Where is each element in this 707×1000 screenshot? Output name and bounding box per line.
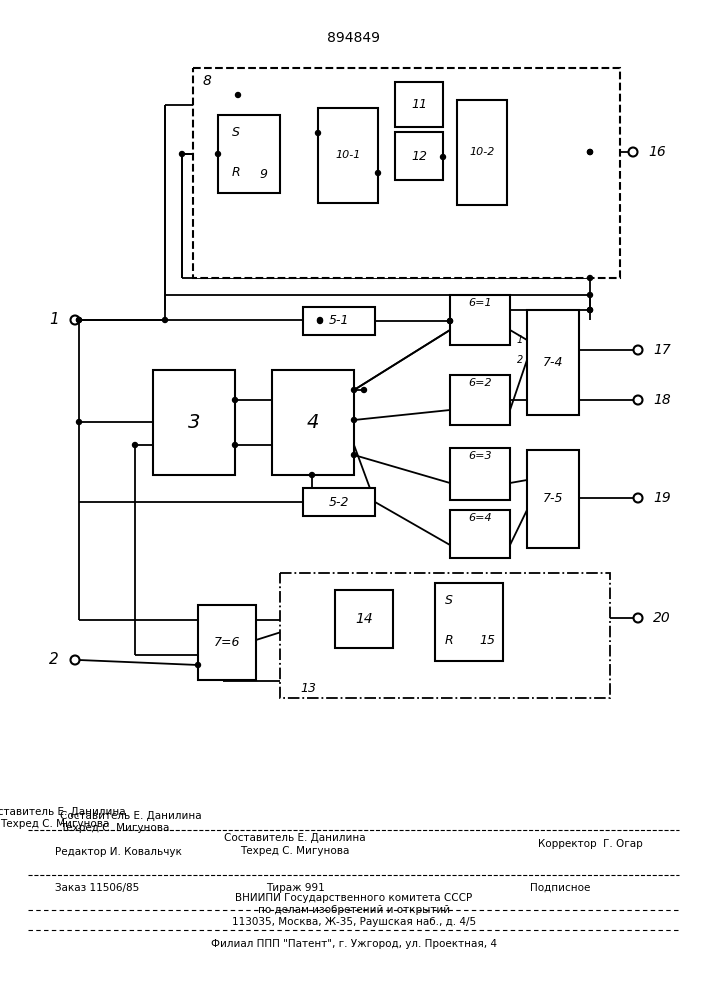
- Text: Филиал ППП "Патент", г. Ужгород, ул. Проектная, 4: Филиал ППП "Патент", г. Ужгород, ул. Про…: [211, 939, 497, 949]
- Text: ВНИИПИ Государственного комитета СССР: ВНИИПИ Государственного комитета СССР: [235, 893, 472, 903]
- Circle shape: [375, 170, 380, 176]
- Circle shape: [76, 318, 81, 322]
- Text: 1: 1: [49, 312, 59, 328]
- Bar: [335, 590, 393, 648]
- Text: Техред С. Мигунова: Техред С. Мигунова: [240, 846, 350, 856]
- Circle shape: [132, 442, 137, 448]
- Circle shape: [448, 318, 452, 324]
- Text: 6=3: 6=3: [468, 451, 492, 461]
- Text: 5-1: 5-1: [329, 314, 349, 328]
- Text: Заказ 11506/85: Заказ 11506/85: [55, 883, 139, 893]
- Circle shape: [235, 93, 240, 98]
- Bar: [450, 448, 510, 500]
- Text: 2: 2: [517, 355, 523, 365]
- Bar: [395, 82, 443, 127]
- Bar: [218, 115, 280, 193]
- Text: 13: 13: [300, 682, 316, 694]
- Circle shape: [440, 154, 445, 159]
- Circle shape: [588, 149, 592, 154]
- Text: Корректор  Г. Огар: Корректор Г. Огар: [537, 839, 643, 849]
- Circle shape: [448, 318, 452, 324]
- Bar: [395, 132, 443, 180]
- Text: 14: 14: [355, 612, 373, 626]
- Circle shape: [233, 397, 238, 402]
- Text: 7=6: 7=6: [214, 636, 240, 648]
- Circle shape: [361, 387, 366, 392]
- Circle shape: [588, 275, 592, 280]
- Bar: [435, 583, 503, 661]
- Text: S: S: [232, 126, 240, 139]
- Text: 2: 2: [49, 652, 59, 668]
- Circle shape: [76, 420, 81, 424]
- Text: 113035, Москва, Ж-35, Раушская наб., д. 4/5: 113035, Москва, Ж-35, Раушская наб., д. …: [232, 917, 476, 927]
- Circle shape: [216, 151, 221, 156]
- Text: 5-2: 5-2: [329, 495, 349, 508]
- Text: 894849: 894849: [327, 31, 380, 45]
- Text: Тираж 991: Тираж 991: [266, 883, 325, 893]
- Text: 4: 4: [307, 412, 319, 432]
- Text: 19: 19: [653, 491, 671, 505]
- Text: 10-2: 10-2: [469, 147, 495, 157]
- Text: 17: 17: [653, 343, 671, 357]
- Text: 20: 20: [653, 611, 671, 625]
- Circle shape: [588, 308, 592, 312]
- Circle shape: [180, 151, 185, 156]
- Text: 3: 3: [188, 412, 200, 432]
- Text: Редактор И. Ковальчук: Редактор И. Ковальчук: [55, 847, 182, 857]
- Bar: [527, 310, 579, 415]
- Circle shape: [351, 452, 356, 458]
- Bar: [303, 307, 375, 335]
- Text: 9: 9: [259, 168, 267, 182]
- Bar: [318, 108, 378, 203]
- Circle shape: [163, 318, 168, 322]
- Text: 8: 8: [203, 74, 212, 88]
- Text: R: R: [445, 635, 453, 648]
- Bar: [450, 295, 510, 345]
- Text: 6=4: 6=4: [468, 513, 492, 523]
- Circle shape: [588, 308, 592, 312]
- Circle shape: [196, 662, 201, 668]
- Circle shape: [76, 318, 81, 322]
- Text: 6=1: 6=1: [468, 298, 492, 308]
- Text: Техред С. Мигунова: Техред С. Мигунова: [60, 823, 170, 833]
- Text: Подписное: Подписное: [530, 883, 590, 893]
- Text: Составитель Е. Данилина: Составитель Е. Данилина: [60, 811, 201, 821]
- Circle shape: [351, 387, 356, 392]
- Text: 16: 16: [648, 145, 666, 159]
- Bar: [527, 450, 579, 548]
- Circle shape: [588, 292, 592, 298]
- Text: S: S: [445, 594, 453, 607]
- Circle shape: [315, 130, 320, 135]
- Circle shape: [588, 149, 592, 154]
- Bar: [198, 605, 256, 680]
- Text: Составитель Е. Данилина: Составитель Е. Данилина: [0, 807, 126, 817]
- Bar: [457, 100, 507, 205]
- Bar: [450, 375, 510, 425]
- Bar: [193, 68, 620, 278]
- Bar: [153, 370, 235, 475]
- Circle shape: [317, 318, 322, 322]
- Text: 1: 1: [517, 335, 523, 345]
- Bar: [280, 573, 610, 698]
- Circle shape: [317, 318, 322, 324]
- Text: Техред С. Мигунова: Техред С. Мигунова: [0, 819, 110, 829]
- Bar: [450, 510, 510, 558]
- Bar: [272, 370, 354, 475]
- Text: 18: 18: [653, 393, 671, 407]
- Circle shape: [310, 473, 315, 478]
- Circle shape: [233, 442, 238, 448]
- Text: 12: 12: [411, 149, 427, 162]
- Text: по делам изобретений и открытий: по делам изобретений и открытий: [258, 905, 450, 915]
- Text: 11: 11: [411, 98, 427, 110]
- Text: R: R: [232, 166, 240, 180]
- Text: 10-1: 10-1: [335, 150, 361, 160]
- Text: 6=2: 6=2: [468, 378, 492, 388]
- Text: 15: 15: [479, 635, 495, 648]
- Text: 7-5: 7-5: [543, 492, 563, 506]
- Text: Составитель Е. Данилина: Составитель Е. Данилина: [224, 833, 366, 843]
- Bar: [303, 488, 375, 516]
- Circle shape: [351, 418, 356, 422]
- Text: 7-4: 7-4: [543, 356, 563, 368]
